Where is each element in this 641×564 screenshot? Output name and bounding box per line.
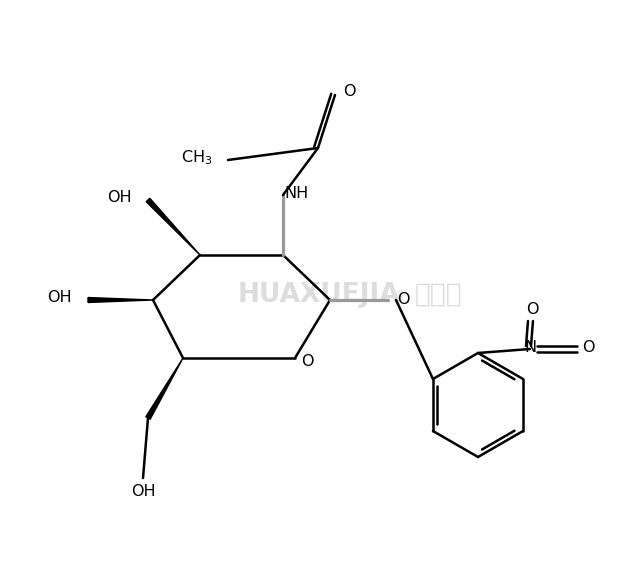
Text: O: O [582,341,594,355]
Polygon shape [88,297,153,302]
Text: O: O [526,302,538,316]
Text: OH: OH [131,484,155,500]
Text: O: O [343,83,356,99]
Polygon shape [146,199,200,255]
Text: HUAXUEJIA: HUAXUEJIA [238,282,401,308]
Text: 化学加: 化学加 [415,282,463,308]
Text: OH: OH [108,191,132,205]
Text: OH: OH [47,290,72,306]
Text: ®: ® [395,290,404,300]
Text: N: N [524,340,536,355]
Text: CH$_3$: CH$_3$ [181,149,212,168]
Text: O: O [397,292,410,306]
Text: NH: NH [285,186,309,200]
Polygon shape [146,358,183,419]
Text: O: O [301,354,313,368]
